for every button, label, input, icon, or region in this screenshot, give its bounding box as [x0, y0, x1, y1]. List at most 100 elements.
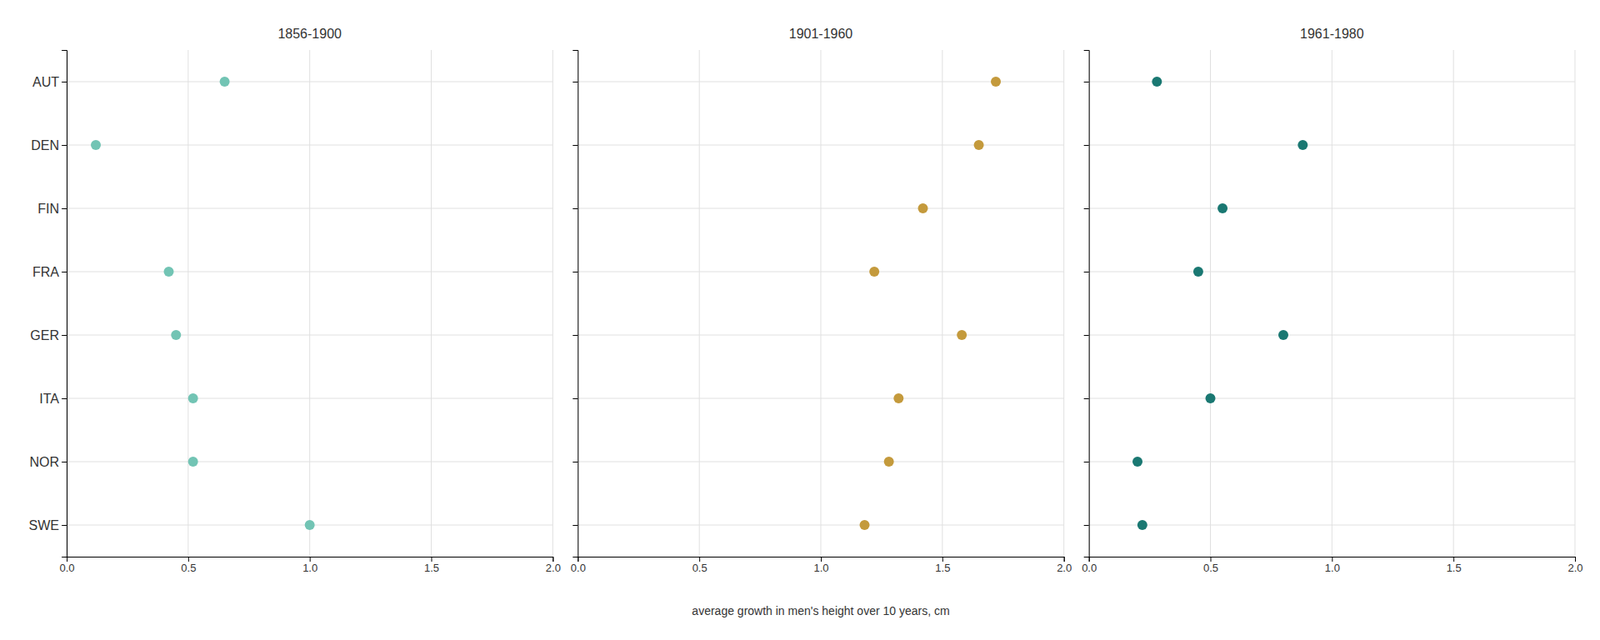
tick-label: 1.5: [1446, 561, 1462, 575]
grid-line: [1575, 50, 1576, 557]
grid-line: [820, 50, 822, 557]
tick-label: FRA: [32, 265, 60, 280]
grid-line: [577, 461, 1064, 463]
tick-mark: [1453, 556, 1455, 562]
y-axis: AUTDENFINFRAGERITANORSWE: [29, 50, 68, 558]
tick-mark: [572, 81, 578, 83]
point: [956, 330, 967, 340]
tick: 1.0: [813, 556, 829, 575]
grid-line: [66, 461, 553, 463]
axis-line: [1089, 557, 1575, 563]
tick-label: 0.0: [1081, 561, 1097, 575]
tick: 2.0: [545, 556, 561, 575]
tick-label: 1.0: [1325, 561, 1340, 575]
chart: 0.00.51.01.52.0AUTDENFINFRAGERITANORSWE1…: [0, 0, 1600, 640]
tick-label: 2.0: [1056, 561, 1072, 575]
point: [90, 140, 101, 150]
tick: [572, 525, 578, 526]
x-axis: 0.0 0.5 1.0 1.5 2.0: [1081, 556, 1583, 575]
panel-title: 1901-1960: [789, 26, 854, 41]
grid-line: [577, 525, 1064, 526]
panel: 0.0 0.5 1.0 1.5 2.0 1901-1960: [570, 26, 1072, 575]
tick-mark: [1084, 271, 1090, 273]
tick-label: 0.0: [570, 561, 586, 575]
tick-mark: [1084, 398, 1090, 400]
tick-mark: [188, 556, 190, 562]
tick: [1084, 271, 1090, 273]
grid-line: [941, 50, 943, 557]
tick: 0.5: [692, 556, 708, 575]
points: [860, 76, 1002, 530]
tick-label: SWE: [29, 518, 60, 533]
tick: 1.5: [935, 556, 950, 575]
tick-mark: [572, 398, 578, 400]
grid-line: [430, 50, 432, 557]
tick-mark: [1331, 556, 1333, 562]
tick-label: NOR: [29, 455, 60, 470]
tick-mark: [310, 556, 311, 562]
tick-mark: [572, 145, 578, 146]
tick: [572, 271, 578, 273]
panel: 0.00.51.01.52.0AUTDENFINFRAGERITANORSWE1…: [29, 26, 561, 575]
grid-line: [577, 271, 1064, 273]
tick-mark: [61, 398, 67, 400]
tick: [572, 81, 578, 83]
grid-line: [577, 398, 1064, 400]
grid-line: [66, 271, 553, 273]
point: [918, 203, 929, 214]
grid-line: [1089, 208, 1575, 210]
grid-line: [577, 145, 1064, 146]
tick-mark: [61, 208, 67, 210]
point: [1278, 330, 1289, 340]
grid-line: [577, 208, 1064, 210]
tick-mark: [61, 81, 67, 83]
tick-label: 1.0: [302, 561, 318, 575]
x-axis: 0.0 0.5 1.0 1.5 2.0: [570, 556, 1072, 575]
tick: ITA: [39, 391, 67, 406]
panel-title: 1961-1980: [1300, 26, 1365, 41]
tick: 0.0: [59, 556, 75, 575]
tick-mark: [61, 145, 67, 146]
grid-line: [1089, 461, 1575, 463]
grid: [1089, 50, 1575, 557]
tick-label: 0.5: [1203, 561, 1219, 575]
tick: FIN: [37, 201, 67, 216]
point: [170, 330, 181, 340]
tick-mark: [1084, 208, 1090, 210]
tick-label: 1.5: [935, 561, 950, 575]
tick: NOR: [29, 455, 67, 470]
grid-line: [552, 50, 554, 557]
tick-mark: [431, 556, 433, 562]
tick: DEN: [30, 138, 67, 153]
tick-mark: [1084, 81, 1090, 83]
tick-label: 2.0: [1567, 561, 1583, 575]
point: [1151, 76, 1162, 87]
tick-mark: [61, 335, 67, 336]
tick-mark: [61, 525, 67, 526]
tick: 0.0: [570, 556, 586, 575]
tick: [1084, 145, 1090, 146]
tick: [1084, 81, 1090, 83]
tick-label: 1.5: [424, 561, 440, 575]
point: [990, 76, 1001, 87]
tick-mark: [1084, 335, 1090, 336]
tick-label: DEN: [30, 138, 60, 153]
tick: SWE: [29, 518, 67, 533]
axis-line: [1084, 50, 1090, 558]
tick-mark: [1210, 556, 1212, 562]
tick: GER: [30, 328, 67, 343]
axis-line: [578, 557, 1065, 563]
grid-line: [699, 50, 700, 557]
tick: 1.5: [424, 556, 440, 575]
point: [164, 266, 175, 277]
tick-mark: [61, 271, 67, 273]
y-axis: [572, 50, 579, 558]
tick: 1.0: [1325, 556, 1340, 575]
tick-label: 0.5: [180, 561, 196, 575]
tick: [572, 208, 578, 210]
tick-label: GER: [30, 328, 60, 343]
axis-line: [572, 50, 579, 558]
grid-line: [1089, 271, 1575, 273]
point: [1193, 266, 1204, 277]
axis-line: [67, 557, 554, 563]
